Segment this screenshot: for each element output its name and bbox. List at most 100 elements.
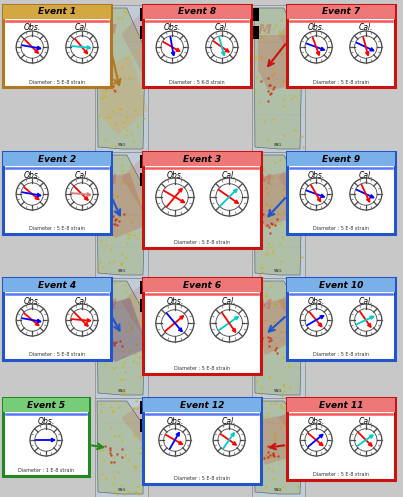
Point	[130, 357, 137, 365]
Point	[264, 244, 270, 252]
Point	[111, 339, 117, 347]
Point	[280, 208, 287, 216]
Text: 34N: 34N	[85, 406, 92, 410]
Bar	[253, 419, 259, 432]
Point	[105, 344, 112, 352]
Point	[286, 422, 293, 430]
Point	[131, 432, 137, 440]
Point	[99, 470, 105, 478]
Text: Obs.: Obs.	[307, 170, 325, 179]
Text: 34N: 34N	[85, 286, 92, 290]
FancyBboxPatch shape	[287, 152, 395, 234]
Point	[273, 349, 280, 357]
Polygon shape	[278, 401, 302, 447]
Point	[142, 285, 149, 293]
Text: Cal.: Cal.	[222, 297, 237, 306]
Point	[138, 443, 144, 451]
Text: M: M	[103, 23, 117, 37]
Point	[281, 419, 288, 427]
Point	[97, 446, 103, 454]
Point	[274, 139, 280, 147]
Point	[258, 77, 264, 85]
Point	[110, 479, 116, 487]
FancyBboxPatch shape	[3, 278, 111, 360]
Point	[252, 421, 258, 429]
Point	[285, 284, 292, 292]
Point	[108, 80, 115, 88]
Point	[113, 397, 119, 405]
Point	[106, 259, 112, 267]
Point	[125, 295, 131, 303]
Point	[272, 343, 279, 351]
Point	[103, 81, 109, 88]
Point	[284, 415, 290, 423]
Point	[268, 88, 274, 96]
Point	[262, 316, 268, 324]
Point	[280, 353, 286, 361]
Point	[97, 16, 103, 24]
Text: M: M	[103, 298, 117, 312]
Point	[280, 185, 286, 193]
Point	[133, 359, 140, 367]
Point	[99, 94, 105, 102]
Point	[125, 488, 131, 496]
Point	[133, 340, 140, 348]
Point	[118, 259, 125, 267]
Point	[106, 113, 113, 121]
Bar	[253, 299, 259, 312]
Point	[261, 453, 268, 461]
Point	[295, 482, 301, 490]
Point	[298, 60, 305, 68]
Point	[119, 13, 125, 21]
Polygon shape	[97, 155, 145, 275]
Point	[264, 453, 271, 461]
Point	[96, 112, 102, 120]
Point	[99, 308, 105, 316]
Text: Cal.: Cal.	[359, 416, 373, 425]
Point	[136, 197, 142, 205]
Point	[256, 98, 263, 106]
Point	[270, 475, 277, 483]
Point	[296, 345, 302, 353]
Point	[270, 115, 276, 123]
Point	[277, 220, 283, 228]
Polygon shape	[254, 281, 302, 395]
Text: 34N: 34N	[242, 406, 249, 410]
Point	[266, 81, 273, 88]
Point	[108, 4, 114, 12]
Point	[109, 23, 115, 31]
Point	[120, 375, 126, 383]
Bar	[3, 278, 111, 292]
Point	[101, 170, 107, 178]
Point	[124, 327, 130, 335]
Point	[268, 219, 274, 227]
Point	[259, 231, 266, 239]
Point	[272, 399, 278, 407]
Text: Obs.: Obs.	[307, 297, 325, 306]
Point	[96, 193, 102, 201]
Point	[274, 215, 280, 223]
Point	[138, 449, 144, 457]
Point	[129, 169, 136, 177]
Point	[133, 340, 139, 348]
Bar	[253, 281, 259, 294]
Point	[102, 135, 108, 143]
Bar	[252, 152, 305, 278]
Point	[260, 334, 266, 342]
Point	[256, 369, 263, 377]
Point	[141, 42, 148, 50]
Point	[128, 218, 135, 226]
Point	[270, 247, 277, 255]
Bar	[3, 152, 111, 166]
Point	[110, 231, 116, 239]
Point	[264, 136, 271, 144]
Point	[141, 48, 147, 56]
Point	[272, 346, 278, 354]
FancyBboxPatch shape	[3, 398, 89, 476]
Point	[110, 83, 116, 90]
FancyBboxPatch shape	[143, 5, 251, 87]
Point	[108, 331, 114, 339]
Point	[271, 433, 277, 441]
Point	[265, 189, 271, 197]
Text: SNG: SNG	[274, 488, 283, 492]
